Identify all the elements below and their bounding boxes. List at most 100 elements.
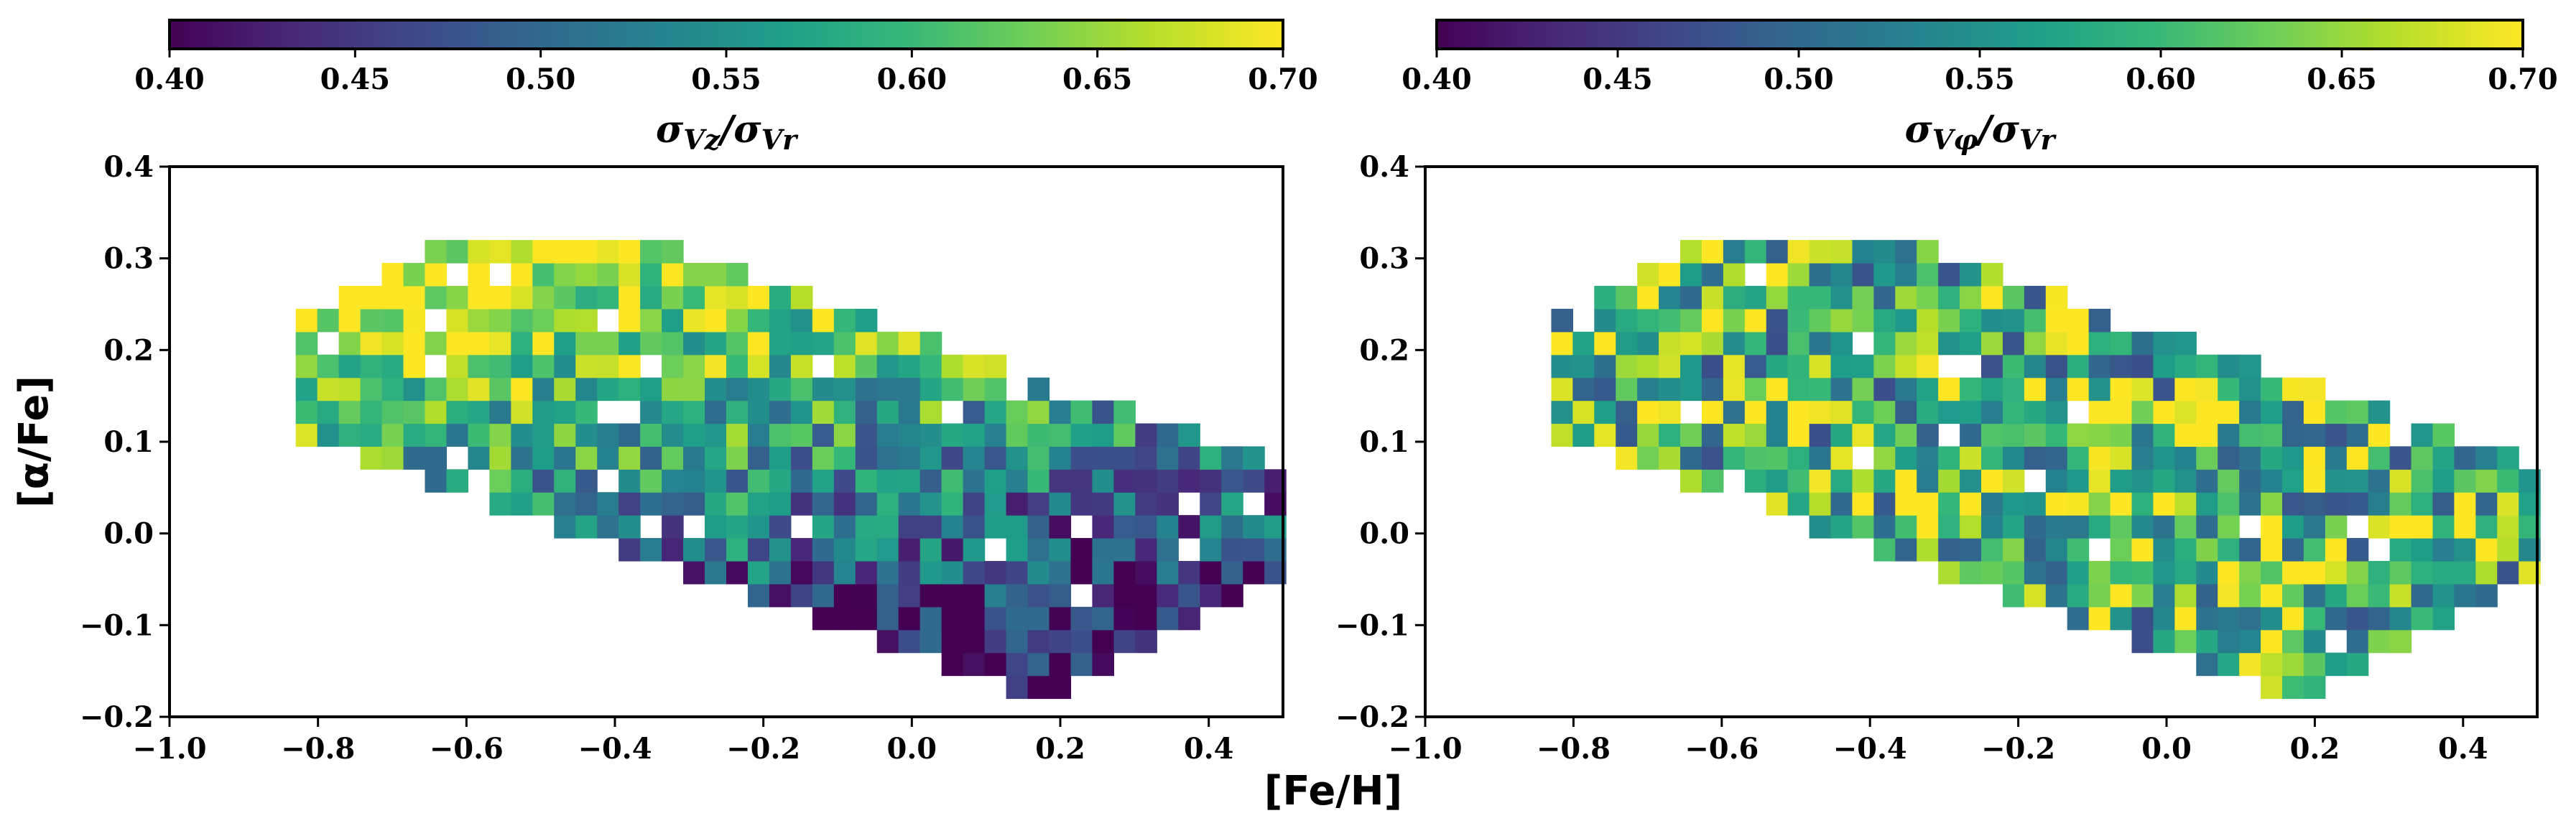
heatmap-cell bbox=[2045, 583, 2068, 608]
heatmap-cell bbox=[554, 400, 576, 424]
heatmap-cell bbox=[2110, 606, 2133, 631]
heatmap-cell bbox=[425, 263, 448, 287]
heatmap-cell bbox=[2389, 469, 2412, 493]
heatmap-cell bbox=[2303, 606, 2326, 631]
heatmap-cell bbox=[2411, 423, 2434, 447]
heatmap-cell bbox=[317, 423, 340, 447]
heatmap-cell bbox=[1701, 469, 1724, 493]
heatmap-cell bbox=[769, 560, 792, 585]
heatmap-cell bbox=[2067, 469, 2090, 493]
heatmap-cell bbox=[1701, 423, 1724, 447]
heatmap-cell bbox=[1113, 538, 1136, 562]
heatmap-cell bbox=[876, 354, 899, 379]
heatmap-cell bbox=[984, 469, 1007, 493]
heatmap-cell bbox=[554, 285, 576, 310]
heatmap-cell bbox=[1938, 377, 1960, 402]
heatmap-cell bbox=[919, 629, 942, 654]
heatmap-cell bbox=[2454, 446, 2476, 470]
heatmap-cell bbox=[640, 308, 662, 333]
y-tick-label: 0.1 bbox=[1359, 425, 1409, 459]
heatmap-cell bbox=[1006, 583, 1029, 608]
heatmap-cell bbox=[919, 446, 942, 470]
heatmap-cell bbox=[1766, 400, 1789, 424]
colorbar-tick-label: 0.50 bbox=[506, 62, 575, 96]
heatmap-cell bbox=[403, 263, 426, 287]
heatmap-cell bbox=[1680, 469, 1702, 493]
heatmap-cell bbox=[2045, 560, 2068, 585]
heatmap-cell bbox=[2067, 354, 2090, 379]
heatmap-cell bbox=[2281, 583, 2304, 608]
heatmap-cell bbox=[790, 560, 813, 585]
heatmap-cell bbox=[790, 308, 813, 333]
heatmap-cell bbox=[1659, 423, 1681, 447]
heatmap-cell bbox=[2281, 446, 2304, 470]
heatmap-cell bbox=[1157, 446, 1179, 470]
heatmap-cell bbox=[876, 423, 899, 447]
heatmap-cell bbox=[876, 515, 899, 539]
heatmap-cell bbox=[963, 583, 986, 608]
x-tick-label: −0.6 bbox=[1685, 732, 1759, 766]
heatmap-cell bbox=[2024, 331, 2047, 356]
heatmap-cell bbox=[1070, 538, 1093, 562]
heatmap-cell bbox=[963, 492, 986, 516]
heatmap-cell bbox=[295, 331, 318, 356]
heatmap-cell bbox=[919, 583, 942, 608]
heatmap-cell bbox=[446, 400, 468, 424]
heatmap-cell bbox=[403, 446, 426, 470]
heatmap-cell bbox=[1895, 331, 1917, 356]
heatmap-cell bbox=[2281, 492, 2304, 516]
heatmap-cell bbox=[898, 331, 921, 356]
heatmap-cell bbox=[1981, 331, 2003, 356]
heatmap-cell bbox=[360, 446, 383, 470]
heatmap-cell bbox=[2024, 515, 2047, 539]
heatmap-cell bbox=[876, 400, 899, 424]
heatmap-cell bbox=[833, 538, 856, 562]
heatmap-cell bbox=[2196, 446, 2218, 470]
heatmap-cell bbox=[2497, 515, 2519, 539]
heatmap-cell bbox=[618, 423, 641, 447]
heatmap-cell bbox=[2411, 583, 2434, 608]
heatmap-cell bbox=[662, 354, 684, 379]
heatmap-cell bbox=[662, 377, 684, 402]
heatmap-cell bbox=[1572, 377, 1595, 402]
heatmap-cell bbox=[575, 285, 598, 310]
heatmap-cell bbox=[1830, 377, 1853, 402]
heatmap-cell bbox=[2045, 515, 2068, 539]
heatmap-cell bbox=[1594, 285, 1616, 310]
heatmap-cell bbox=[1960, 492, 1982, 516]
heatmap-cell bbox=[1200, 515, 1222, 539]
heatmap-cell bbox=[2281, 469, 2304, 493]
heatmap-cell bbox=[1917, 446, 1939, 470]
heatmap-cell bbox=[403, 308, 426, 333]
heatmap-cell bbox=[705, 308, 727, 333]
y-tick-label: 0.2 bbox=[103, 333, 154, 367]
heatmap-cell bbox=[640, 263, 662, 287]
heatmap-cell bbox=[618, 377, 641, 402]
heatmap-cell bbox=[554, 308, 576, 333]
heatmap-cell bbox=[2432, 538, 2455, 562]
heatmap-cell bbox=[2454, 560, 2476, 585]
heatmap-cell bbox=[618, 492, 641, 516]
heatmap-cell bbox=[2389, 606, 2412, 631]
heatmap-cell bbox=[1637, 285, 1659, 310]
heatmap-cell bbox=[855, 377, 878, 402]
heatmap-cell bbox=[1938, 446, 1960, 470]
heatmap-cell bbox=[2303, 469, 2326, 493]
heatmap-cell bbox=[855, 538, 878, 562]
heatmap-cell bbox=[1766, 240, 1789, 264]
heatmap-cell bbox=[855, 308, 878, 333]
heatmap-cell bbox=[2174, 423, 2197, 447]
heatmap-cell bbox=[2497, 538, 2519, 562]
heatmap-cell bbox=[1135, 560, 1157, 585]
heatmap-cell bbox=[2002, 492, 2025, 516]
heatmap-cell bbox=[2174, 606, 2197, 631]
heatmap-cell bbox=[403, 377, 426, 402]
heatmap-cell bbox=[2389, 515, 2412, 539]
heatmap-cell bbox=[747, 515, 770, 539]
heatmap-cell bbox=[1243, 469, 1265, 493]
heatmap-cell bbox=[1701, 377, 1724, 402]
heatmap-cell bbox=[2281, 400, 2304, 424]
heatmap-cell bbox=[1701, 446, 1724, 470]
heatmap-cell bbox=[2303, 515, 2326, 539]
heatmap-cell bbox=[2174, 492, 2197, 516]
